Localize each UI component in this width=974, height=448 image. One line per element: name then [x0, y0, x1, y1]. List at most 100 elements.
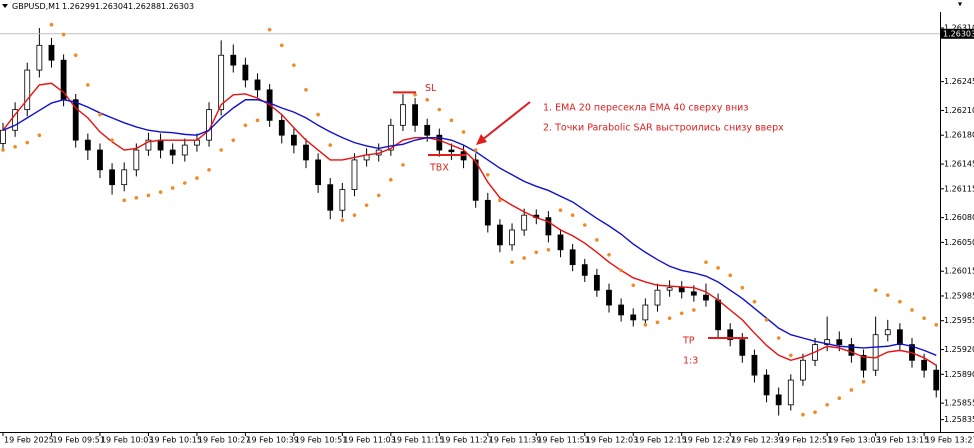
sar-dot: [146, 193, 151, 198]
ratio-label: 1:3: [683, 356, 698, 367]
sar-dot: [73, 53, 78, 58]
candle-body: [84, 139, 91, 151]
x-tick-label: 19 Feb 10:51: [295, 436, 347, 445]
sar-dot: [243, 123, 248, 128]
sar-dot: [655, 320, 660, 325]
candle-body: [290, 134, 297, 146]
x-tick-label: 19 Feb 09:51: [52, 436, 104, 445]
candle-body: [133, 149, 140, 171]
last-price-label: 1.26303: [943, 29, 974, 38]
y-tick-label: 1.26080: [944, 213, 974, 222]
arrow-head: [476, 134, 487, 145]
sar-dot: [437, 107, 442, 112]
candle-body: [242, 64, 249, 81]
sar-dot: [582, 223, 587, 227]
candle-body: [800, 359, 806, 381]
sar-dot: [183, 181, 187, 185]
sar-dot: [704, 260, 708, 264]
candle-body: [557, 234, 564, 251]
sar-dot: [13, 144, 17, 149]
candle-body: [278, 119, 285, 136]
window-button[interactable]: ▾: [958, 0, 962, 9]
candle-body: [727, 329, 734, 341]
candle-body: [642, 304, 649, 321]
candle-body: [387, 124, 394, 151]
candle-body: [497, 224, 503, 246]
sar-dot: [522, 256, 526, 260]
candle-body: [569, 249, 576, 266]
candle-body: [145, 139, 152, 151]
candle-body: [448, 149, 455, 153]
x-tick-label: 19 Feb 13:03: [828, 436, 880, 445]
x-tick-label: 19 Feb 12:03: [586, 436, 638, 445]
sar-dot: [279, 43, 284, 48]
candle-body: [751, 354, 758, 376]
sar-dot: [292, 63, 296, 67]
x-tick-label: 19 Feb 11:03: [343, 436, 395, 445]
candle-body: [836, 339, 843, 346]
sar-dot: [546, 247, 551, 252]
candle-body: [884, 329, 891, 336]
candle-body: [872, 334, 879, 371]
sar-dot: [873, 288, 878, 292]
y-tick-label: 1.26310: [944, 24, 974, 33]
sar-dot: [340, 218, 345, 222]
y-tick-label: 1.26115: [944, 184, 974, 193]
y-tick-label: 1.25920: [944, 345, 974, 354]
sar-dot: [849, 388, 854, 392]
sar-dot: [776, 336, 781, 340]
sar-dot: [801, 412, 805, 417]
sar-dot: [134, 196, 139, 200]
menu-triangle[interactable]: [2, 4, 8, 8]
candle-body: [0, 129, 6, 144]
sar-dot: [570, 213, 575, 217]
x-tick-label: 19 Feb 12:51: [780, 436, 832, 445]
candle-body: [896, 329, 903, 346]
candle-body: [327, 184, 334, 211]
sar-dot: [934, 323, 939, 327]
candle-body: [678, 287, 685, 293]
candle-body: [194, 139, 200, 146]
sar-dot: [789, 353, 793, 358]
sar-dot: [195, 176, 199, 180]
level-label: TP: [682, 336, 695, 347]
sar-dot: [922, 316, 926, 321]
x-tick-label: 19 Feb 12:27: [683, 436, 735, 445]
sar-dot: [667, 316, 672, 321]
sar-dot: [825, 402, 829, 407]
sar-dot: [631, 283, 636, 288]
candle-body: [351, 159, 358, 191]
symbol: GBPUSD,M1: [12, 2, 60, 11]
sar-dot: [898, 299, 902, 304]
candle-body: [315, 159, 322, 186]
sar-dot: [389, 177, 393, 182]
sar-dot: [158, 190, 163, 194]
x-tick-label: 19 Feb 10:39: [246, 436, 298, 445]
candle-body: [509, 229, 515, 246]
header-value: 1.26299: [62, 2, 95, 11]
sar-dot: [473, 148, 478, 152]
sar-dot: [316, 112, 320, 117]
sar-dot: [401, 163, 405, 167]
y-tick-label: 1.25955: [944, 316, 974, 325]
candle-body: [606, 289, 612, 306]
sar-dot: [376, 193, 381, 198]
sar-dot: [837, 396, 842, 400]
sar-dot: [510, 260, 514, 264]
sar-dot: [110, 138, 114, 142]
candle-body: [690, 291, 697, 296]
sar-dot: [607, 252, 611, 257]
sar-dot: [328, 143, 333, 147]
sar-dot: [207, 168, 211, 172]
candle-body: [24, 69, 31, 111]
header-value: 1.26288: [128, 2, 161, 11]
candle-body: [654, 289, 661, 306]
ema-line: [2, 82, 937, 366]
x-tick-label: 19 Feb 13:27: [925, 436, 974, 445]
x-tick-label: 19 Feb 12:39: [731, 436, 783, 445]
y-tick-label: 1.26145: [944, 160, 974, 169]
sar-dot: [425, 97, 430, 102]
sar-dot: [534, 250, 539, 255]
